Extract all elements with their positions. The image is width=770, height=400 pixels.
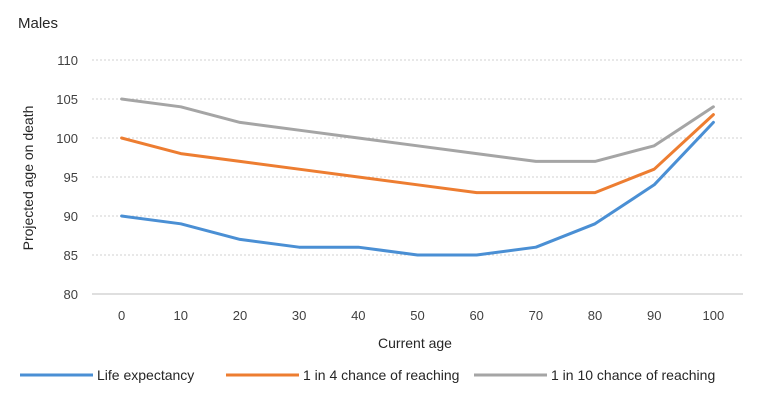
y-axis-ticks: 80 85 90 95 100 105 110: [56, 53, 78, 302]
x-tick-label: 60: [469, 308, 483, 323]
x-tick-label: 30: [292, 308, 306, 323]
series-line-3: [120, 97, 715, 163]
y-axis-title: Projected age on death: [20, 106, 36, 251]
series-lines: [120, 97, 715, 257]
y-tick-label: 100: [56, 131, 78, 146]
legend: Life expectancy 1 in 4 chance of reaching…: [20, 367, 715, 383]
x-tick-label: 70: [529, 308, 543, 323]
y-tick-label: 95: [64, 170, 78, 185]
x-tick-label: 0: [118, 308, 125, 323]
y-tick-label: 90: [64, 209, 78, 224]
x-tick-label: 80: [588, 308, 602, 323]
x-axis-title: Current age: [378, 335, 452, 351]
series-line-1: [120, 120, 715, 257]
chart-title: Males: [18, 15, 58, 32]
y-tick-label: 110: [57, 53, 78, 68]
y-tick-label: 80: [64, 287, 78, 302]
legend-label-1: Life expectancy: [97, 367, 194, 383]
x-tick-label: 10: [174, 308, 188, 323]
x-tick-label: 100: [703, 308, 725, 323]
x-axis-ticks: 0 10 20 30 40 50 60 70 80 90 100: [118, 308, 724, 323]
gridlines: [92, 59, 743, 295]
y-tick-label: 85: [64, 248, 78, 263]
x-tick-label: 90: [647, 308, 661, 323]
x-tick-label: 20: [233, 308, 247, 323]
y-tick-label: 105: [56, 92, 78, 107]
legend-label-3: 1 in 10 chance of reaching: [551, 367, 715, 383]
x-tick-label: 40: [351, 308, 365, 323]
legend-label-2: 1 in 4 chance of reaching: [303, 367, 459, 383]
series-line-2: [120, 113, 715, 195]
x-tick-label: 50: [410, 308, 424, 323]
